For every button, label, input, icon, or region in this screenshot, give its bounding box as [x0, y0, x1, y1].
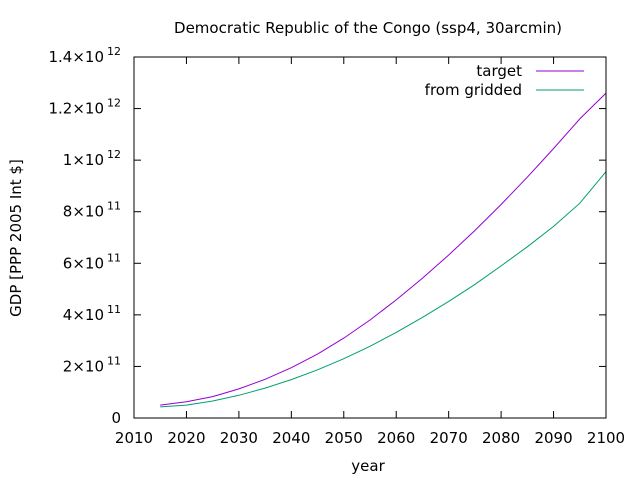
- legend-label-target: target: [476, 62, 522, 80]
- y-tick-label: 6×10 11: [63, 251, 121, 272]
- y-axis-ticks: 02×10 114×10 116×10 118×10 111×10 121.2×10 121…: [48, 45, 606, 427]
- y-tick-label: 2×10 11: [63, 354, 121, 375]
- y-axis-label: GDP [PPP 2005 Int $]: [7, 159, 25, 317]
- y-tick-exponent: 11: [107, 354, 121, 367]
- y-tick-mantissa: 1.2×10: [48, 100, 104, 118]
- y-tick-exponent: 12: [107, 97, 121, 110]
- series-line-from-gridded: [160, 171, 607, 408]
- y-tick-label: 1×10 12: [63, 148, 121, 169]
- x-axis-label: year: [351, 457, 385, 475]
- x-tick-label: 2070: [430, 429, 468, 447]
- x-tick-label: 2090: [534, 429, 572, 447]
- y-tick-label: 1.2×10 12: [48, 97, 121, 118]
- y-tick-mantissa: 2×10: [63, 357, 104, 375]
- x-tick-label: 2100: [587, 429, 625, 447]
- y-tick-mantissa: 8×10: [63, 203, 104, 221]
- plot-frame: [133, 56, 607, 419]
- y-tick-exponent: 12: [107, 148, 121, 161]
- legend: target from gridded: [425, 62, 584, 99]
- y-tick-label: 8×10 11: [63, 200, 121, 221]
- x-tick-label: 2050: [325, 429, 363, 447]
- x-tick-label: 2080: [482, 429, 520, 447]
- y-tick-exponent: 11: [107, 200, 121, 213]
- chart-title: Democratic Republic of the Congo (ssp4, …: [174, 19, 562, 37]
- series-lines: [160, 92, 607, 408]
- series-line-target: [160, 92, 607, 406]
- y-tick-exponent: 11: [107, 303, 121, 316]
- y-tick-mantissa: 1×10: [63, 151, 104, 169]
- x-tick-label: 2060: [377, 429, 415, 447]
- y-tick-mantissa: 6×10: [63, 254, 104, 272]
- y-tick-exponent: 12: [107, 45, 121, 58]
- x-tick-label: 2030: [220, 429, 258, 447]
- y-tick-label: 0: [111, 409, 121, 427]
- y-tick-mantissa: 0: [111, 409, 121, 427]
- y-tick-mantissa: 1.4×10: [48, 48, 104, 66]
- y-tick-label: 1.4×10 12: [48, 45, 121, 66]
- x-tick-label: 2040: [272, 429, 310, 447]
- y-tick-mantissa: 4×10: [63, 306, 104, 324]
- y-tick-label: 4×10 11: [63, 303, 121, 324]
- legend-label-from-gridded: from gridded: [425, 81, 522, 99]
- y-tick-exponent: 11: [107, 251, 121, 264]
- x-tick-label: 2020: [167, 429, 205, 447]
- x-tick-label: 2010: [115, 429, 153, 447]
- x-axis-ticks: 2010 2020 2030 2040 2050 2060 2070 2080 2090 2100: [115, 57, 625, 447]
